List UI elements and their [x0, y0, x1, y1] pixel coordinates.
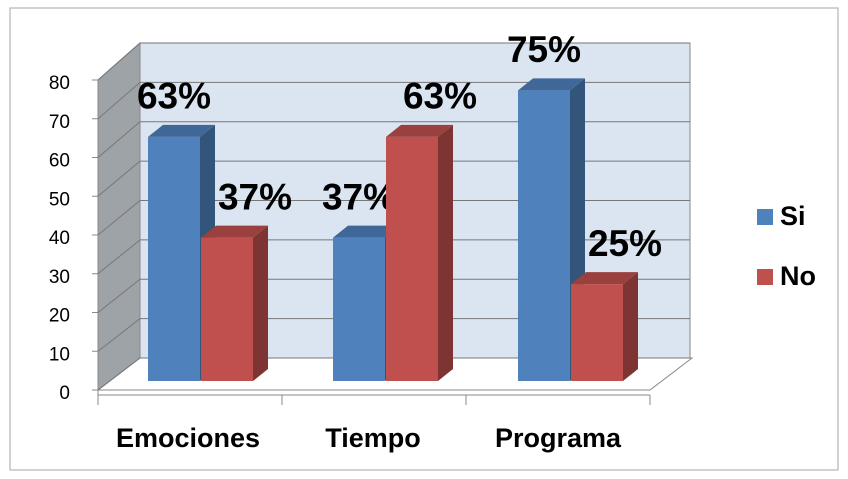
- bar-front: [148, 136, 200, 381]
- x-tick-label: Emociones: [116, 423, 260, 453]
- legend-swatch: [757, 209, 773, 225]
- y-tick-label: 30: [49, 267, 70, 288]
- bar-front: [571, 284, 623, 381]
- grid-line: [97, 121, 141, 158]
- bar-front: [518, 90, 570, 381]
- bar-top: [201, 225, 268, 238]
- side-wall: [97, 41, 141, 392]
- bar-top: [386, 124, 453, 137]
- y-tick-label: 50: [49, 189, 70, 210]
- grid-line: [97, 160, 141, 197]
- grid-line: [97, 239, 141, 275]
- grid-line: [97, 278, 141, 313]
- bar-front: [333, 237, 385, 381]
- grid-line: [97, 42, 141, 81]
- y-tick-label: 20: [49, 306, 70, 327]
- bar-top: [333, 225, 400, 238]
- value-label: 63%: [137, 76, 211, 117]
- bar-front: [201, 237, 253, 381]
- bar: [386, 124, 453, 381]
- bar-top: [571, 272, 638, 285]
- bar: [201, 225, 268, 381]
- bar: [571, 272, 638, 381]
- bar-top: [518, 78, 585, 91]
- bar-side: [253, 225, 268, 381]
- y-tick-label: 0: [59, 383, 70, 404]
- value-label: 63%: [403, 76, 477, 117]
- y-tick-label: 10: [49, 344, 70, 365]
- bar-top: [148, 124, 215, 137]
- y-tick-label: 60: [49, 151, 70, 172]
- grid-line: [97, 200, 141, 236]
- value-label: 75%: [507, 29, 581, 70]
- bar-front: [386, 136, 438, 381]
- bar-side: [438, 124, 453, 381]
- legend-label: Si: [780, 201, 806, 231]
- grid-line: [97, 318, 141, 352]
- value-label: 25%: [588, 223, 662, 264]
- x-tick-label: Programa: [495, 423, 622, 453]
- legend-label: No: [780, 261, 816, 291]
- value-label: 37%: [322, 176, 396, 217]
- y-tick-label: 80: [49, 73, 70, 94]
- value-label: 37%: [218, 176, 292, 217]
- x-tick-label: Tiempo: [325, 423, 421, 453]
- legend-swatch: [757, 269, 773, 285]
- grid-line: [97, 357, 141, 391]
- y-tick-label: 40: [49, 228, 70, 249]
- grid-line: [97, 81, 141, 120]
- y-tick-label: 70: [49, 112, 70, 133]
- bar-side: [623, 272, 638, 381]
